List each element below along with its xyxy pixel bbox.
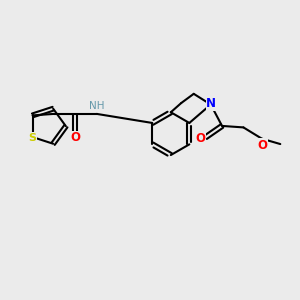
Text: S: S	[28, 133, 36, 142]
Text: NH: NH	[89, 100, 105, 111]
Text: N: N	[206, 98, 216, 110]
Text: O: O	[70, 131, 80, 145]
Text: O: O	[257, 139, 268, 152]
Text: O: O	[195, 132, 205, 145]
